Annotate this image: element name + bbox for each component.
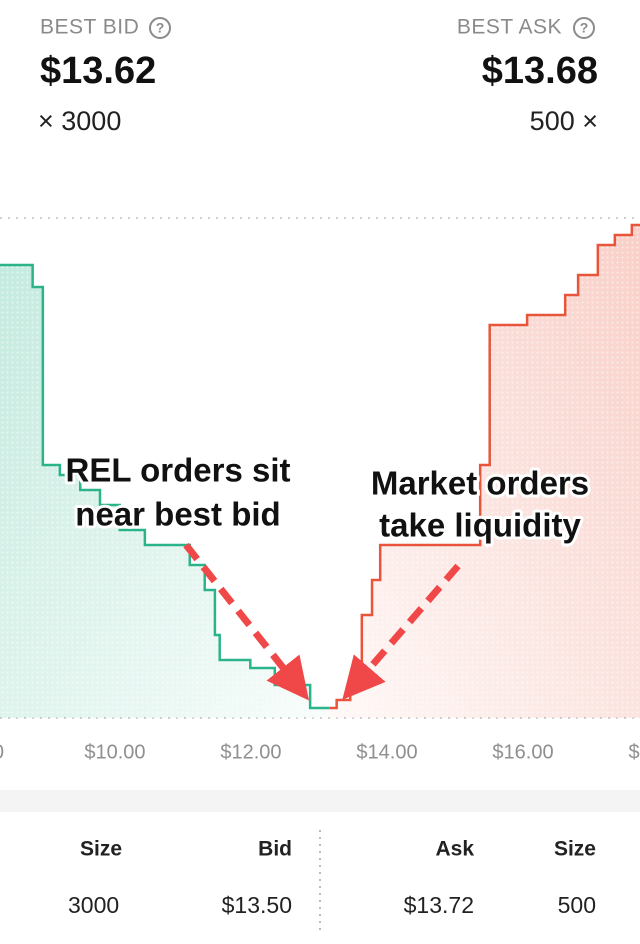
info-icon[interactable]: ? xyxy=(149,17,171,39)
best-bid-size: × 3000 xyxy=(38,106,121,136)
annotation-arrow xyxy=(183,542,310,701)
column-header: Ask xyxy=(435,838,474,861)
book-cell: 3000 xyxy=(68,892,119,918)
best-ask-label: BEST ASK xyxy=(457,16,562,39)
x-tick-label: $10.00 xyxy=(84,741,145,763)
depth-line xyxy=(0,263,330,710)
annotation-arrow xyxy=(342,563,461,700)
book-cell: $13.50 xyxy=(222,892,292,918)
depth-area-texture xyxy=(0,265,330,718)
divider xyxy=(0,790,640,812)
x-tick-label: $14.00 xyxy=(356,741,417,763)
book-cell: $13.72 xyxy=(404,892,474,918)
best-ask-size: 500 × xyxy=(530,106,598,136)
column-header: Size xyxy=(80,838,122,861)
annotation-text: take liquidity xyxy=(379,507,581,544)
column-header: Size xyxy=(554,838,596,861)
info-icon[interactable]: ? xyxy=(573,17,595,39)
book-cell: 500 xyxy=(558,892,596,918)
best-bid-label: BEST BID xyxy=(40,16,139,39)
x-tick-label: $12.00 xyxy=(220,741,281,763)
order-book: Size Bid Ask Size 3000 $13.50 $13.72 500 xyxy=(68,838,596,919)
x-tick-label: $8.00 xyxy=(0,741,4,763)
svg-text:?: ? xyxy=(156,20,165,36)
depth-chart: $8.00 $10.00 $12.00 $14.00 $16.00 $18.00 REL o… xyxy=(0,217,640,763)
depth-area-texture xyxy=(329,225,640,718)
best-ask-price: $13.68 xyxy=(482,50,598,92)
x-tick-label: $18.00 xyxy=(628,741,640,763)
svg-text:?: ? xyxy=(580,20,589,36)
annotation-text: near best bid xyxy=(75,496,280,533)
best-bid-price: $13.62 xyxy=(40,50,156,92)
annotation-text: REL orders sit xyxy=(66,452,291,489)
annotation-text: Market orders xyxy=(371,465,589,502)
column-header: Bid xyxy=(258,838,292,861)
x-tick-label: $16.00 xyxy=(492,741,553,763)
